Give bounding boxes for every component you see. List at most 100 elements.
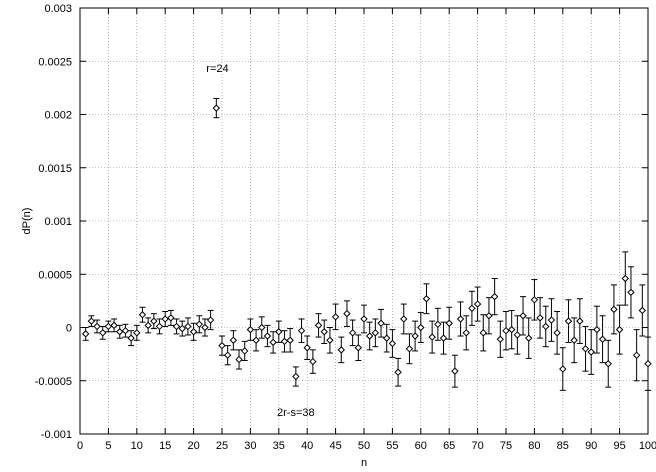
- data-point: [326, 327, 334, 354]
- data-point: [127, 330, 135, 347]
- diamond-marker: [354, 344, 363, 352]
- y-tick-label: 0.0015: [38, 163, 72, 175]
- diamond-marker: [604, 360, 612, 368]
- diamond-marker: [343, 309, 351, 318]
- diamond-marker: [593, 325, 601, 334]
- data-point: [559, 347, 567, 391]
- data-point: [292, 366, 300, 387]
- diamond-marker: [525, 334, 533, 342]
- diamond-marker: [559, 365, 567, 373]
- y-tick-label: 0.003: [44, 3, 72, 15]
- x-tick-label: 85: [557, 440, 569, 452]
- x-tick-label: 45: [329, 440, 341, 452]
- diamond-marker: [144, 321, 152, 330]
- data-point: [490, 278, 499, 316]
- data-point: [462, 315, 470, 351]
- y-tick-label: 0.001: [44, 216, 72, 228]
- data-point: [485, 297, 493, 335]
- data-point: [116, 324, 124, 339]
- diamond-marker: [320, 328, 328, 336]
- diamond-marker: [610, 305, 618, 314]
- data-point: [93, 319, 101, 334]
- diamond-marker: [542, 322, 550, 331]
- diamond-marker: [246, 325, 255, 334]
- diamond-marker: [286, 336, 294, 344]
- data-point: [428, 320, 436, 354]
- diamond-marker: [218, 341, 226, 350]
- y-tick-label: 0.002: [44, 110, 72, 122]
- diamond-marker: [93, 322, 101, 331]
- diamond-marker: [485, 312, 493, 320]
- x-tick-label: 100: [639, 440, 656, 452]
- data-point: [212, 98, 221, 119]
- diamond-marker: [178, 324, 186, 333]
- diamond-marker: [155, 322, 164, 331]
- data-point: [371, 318, 380, 348]
- diamond-marker: [275, 328, 283, 336]
- x-tick-label: 70: [471, 440, 483, 452]
- data-point: [81, 327, 90, 341]
- diamond-marker: [473, 300, 482, 308]
- data-point: [530, 279, 539, 321]
- data-point: [627, 266, 635, 319]
- diamond-marker: [189, 328, 198, 336]
- diamond-marker: [258, 323, 266, 332]
- diamond-marker: [428, 333, 436, 341]
- diamond-marker: [326, 336, 334, 344]
- annotation-label: r=24: [206, 63, 228, 75]
- diamond-marker: [615, 325, 624, 334]
- data-point: [581, 325, 590, 372]
- data-point: [320, 319, 328, 344]
- x-tick-label: 35: [273, 440, 285, 452]
- data-point: [138, 306, 147, 323]
- data-point: [564, 299, 573, 343]
- diamond-marker: [456, 315, 465, 323]
- diamond-marker: [337, 346, 345, 354]
- diamond-marker: [536, 314, 544, 322]
- diamond-marker: [553, 329, 561, 337]
- diamond-marker: [598, 335, 607, 343]
- data-point: [388, 329, 397, 358]
- diamond-marker: [479, 329, 487, 337]
- data-point: [189, 322, 198, 341]
- diamond-marker: [229, 336, 238, 344]
- data-point: [632, 329, 641, 382]
- diamond-marker: [167, 314, 175, 322]
- data-point: [383, 323, 391, 353]
- diamond-marker: [201, 323, 209, 332]
- data-point: [405, 333, 414, 365]
- data-point: [167, 309, 175, 326]
- data-point: [343, 300, 351, 327]
- diamond-marker: [570, 336, 578, 344]
- data-point: [547, 298, 556, 342]
- y-axis-label: dP(n): [21, 208, 33, 235]
- data-point: [206, 309, 215, 331]
- diamond-marker: [184, 322, 192, 331]
- data-point: [451, 354, 459, 388]
- data-point: [473, 286, 482, 322]
- data-point: [507, 309, 516, 350]
- data-point: [87, 315, 96, 327]
- data-point: [638, 284, 647, 337]
- diamond-marker: [513, 331, 522, 339]
- diamond-marker: [172, 322, 181, 331]
- data-point: [286, 328, 294, 353]
- data-point: [121, 323, 130, 338]
- data-point: [519, 296, 527, 336]
- data-point: [110, 318, 118, 333]
- annotations: r=24 2r-s=38: [206, 63, 314, 419]
- data-point: [644, 336, 652, 391]
- x-tick-label: 40: [301, 440, 313, 452]
- diamond-marker: [587, 348, 595, 356]
- diamond-marker: [383, 334, 391, 342]
- data-point: [536, 297, 544, 339]
- diamond-marker: [417, 323, 425, 332]
- data-point: [241, 340, 249, 362]
- diamond-marker: [576, 317, 584, 325]
- diamond-marker: [138, 311, 147, 319]
- data-point: [218, 335, 226, 356]
- annotation-label: 2r-s=38: [277, 407, 315, 419]
- diamond-marker: [388, 339, 397, 348]
- data-point: [246, 318, 255, 341]
- data-point: [576, 298, 584, 344]
